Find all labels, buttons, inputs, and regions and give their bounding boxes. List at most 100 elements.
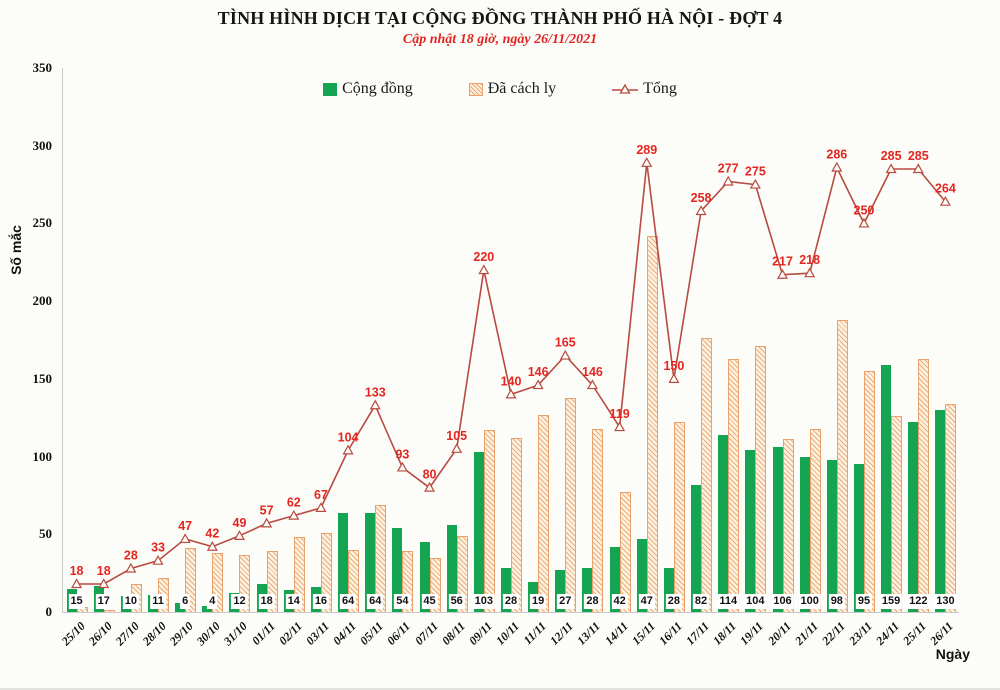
bar-value-label: 28 — [584, 594, 601, 609]
bar-value-label: 45 — [421, 594, 438, 609]
bar-cong-dong — [663, 568, 674, 612]
total-value-label: 80 — [423, 468, 437, 482]
bar-cong-dong — [473, 451, 484, 612]
total-point-marker — [641, 157, 653, 167]
total-point-marker — [804, 267, 816, 278]
bar-value-label: 15 — [68, 594, 85, 609]
total-value-label: 286 — [826, 147, 847, 161]
bar-value-label: 56 — [448, 594, 465, 609]
bar-cong-dong — [555, 570, 566, 612]
y-tick-label: 100 — [32, 448, 53, 464]
bar-value-label: 130 — [934, 594, 957, 609]
bar-value-label: 64 — [339, 594, 357, 609]
total-value-label: 150 — [663, 359, 684, 373]
bar-value-label: 95 — [855, 594, 873, 609]
legend: Cộng đồng Đã cách ly Tổng — [0, 80, 1000, 98]
bar-da-cach-ly — [538, 414, 550, 612]
total-value-label: 28 — [124, 548, 138, 562]
bar-da-cach-ly — [646, 235, 658, 612]
bar-da-cach-ly — [945, 403, 957, 612]
total-value-label: 264 — [935, 182, 956, 196]
total-value-label: 93 — [395, 447, 409, 461]
total-value-label: 258 — [691, 191, 712, 205]
total-value-label: 18 — [97, 564, 111, 578]
green-bar-swatch-icon — [323, 82, 338, 96]
bar-value-label: 27 — [557, 594, 574, 609]
total-point-marker — [288, 509, 300, 520]
bar-cong-dong — [853, 464, 864, 612]
total-point-marker — [424, 481, 436, 492]
bar-da-cach-ly — [701, 338, 713, 612]
bar-da-cach-ly — [755, 346, 767, 612]
total-point-marker — [939, 195, 951, 206]
bar-value-label: 104 — [744, 594, 767, 609]
total-point-marker — [831, 161, 843, 172]
bar-da-cach-ly — [836, 319, 848, 612]
bar-value-label: 4 — [207, 594, 218, 609]
bar-value-label: 106 — [771, 594, 794, 609]
total-value-label: 49 — [233, 516, 247, 530]
bar-value-label: 47 — [638, 594, 655, 609]
total-value-label: 289 — [636, 143, 657, 157]
total-value-label: 218 — [799, 253, 820, 267]
total-value-label: 217 — [772, 255, 793, 269]
bar-value-label: 11 — [150, 594, 166, 609]
bar-da-cach-ly — [728, 358, 740, 612]
bar-da-cach-ly — [809, 428, 821, 612]
bar-value-label: 114 — [717, 594, 740, 609]
bar-value-label: 10 — [122, 594, 139, 609]
bar-cong-dong — [582, 568, 593, 612]
total-value-label: 47 — [178, 519, 192, 533]
total-value-label: 165 — [555, 336, 576, 350]
x-axis-title: Ngày — [935, 646, 970, 662]
bar-da-cach-ly — [483, 430, 495, 612]
total-value-label: 105 — [446, 429, 467, 443]
total-point-marker — [668, 373, 680, 383]
y-tick-label: 150 — [32, 370, 53, 386]
total-value-label: 285 — [881, 149, 902, 163]
total-value-label: 250 — [854, 203, 875, 217]
y-tick-label: 50 — [39, 526, 52, 542]
total-point-marker — [695, 205, 707, 216]
y-tick-label: 250 — [32, 215, 53, 231]
total-point-marker — [776, 268, 789, 279]
bar-da-cach-ly — [782, 439, 794, 612]
bar-cong-dong — [935, 409, 946, 612]
total-point-marker — [858, 217, 870, 228]
total-point-marker — [125, 562, 137, 573]
y-tick-label: 200 — [32, 293, 53, 309]
bar-da-cach-ly — [103, 610, 115, 612]
bar-da-cach-ly — [891, 416, 903, 612]
total-value-label: 220 — [473, 250, 494, 264]
y-tick-label: 300 — [32, 137, 53, 153]
total-value-label: 67 — [314, 488, 328, 502]
y-tick-label: 0 — [45, 604, 53, 619]
total-point-marker — [233, 530, 246, 540]
legend-item-cong-dong: Cộng đồng — [323, 80, 413, 98]
plot-area: 15 17 10 11 6 4 12 18 14 16 64 64 54 45 56 103 28 19 27 28 4… — [62, 68, 959, 613]
bar-value-label: 82 — [692, 594, 710, 609]
bar-da-cach-ly — [511, 437, 522, 612]
bar-value-label: 100 — [798, 594, 821, 609]
total-point-marker — [261, 517, 273, 528]
bar-cong-dong — [745, 450, 756, 612]
total-value-label: 119 — [610, 407, 630, 421]
total-point-marker — [722, 175, 734, 186]
bar-da-cach-ly — [863, 371, 875, 612]
legend-label: Tổng — [643, 80, 677, 97]
y-tick-label: 350 — [32, 60, 53, 75]
total-point-marker — [315, 502, 327, 512]
bar-da-cach-ly — [565, 397, 577, 612]
total-value-label: 285 — [908, 149, 929, 163]
legend-item-tong: Tổng — [612, 80, 677, 98]
total-point-marker — [532, 379, 544, 390]
bar-da-cach-ly — [592, 428, 604, 612]
total-value-label: 146 — [582, 365, 603, 379]
bar-value-label: 6 — [180, 594, 191, 609]
total-value-label: 277 — [718, 161, 739, 175]
bar-value-label: 28 — [665, 594, 683, 609]
bar-cong-dong — [881, 364, 892, 612]
chart-subtitle: Cập nhật 18 giờ, ngày 26/11/2021 — [402, 32, 598, 47]
total-point-marker — [912, 163, 924, 174]
